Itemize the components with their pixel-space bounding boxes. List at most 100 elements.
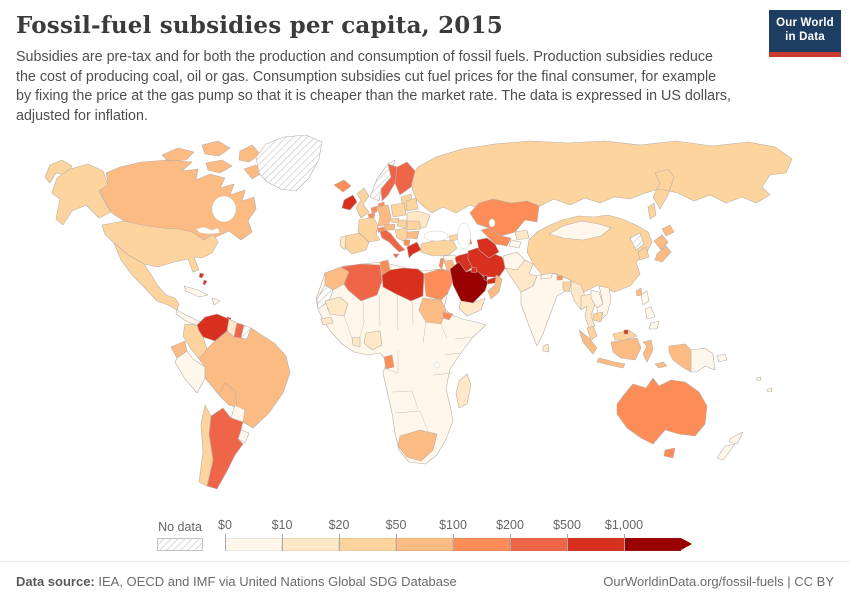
legend-bin[interactable]: $50: [386, 518, 453, 551]
country-iceland[interactable]: [333, 179, 352, 193]
owid-logo[interactable]: Our World in Data: [769, 10, 841, 57]
country-chile[interactable]: [198, 404, 214, 487]
country-egypt[interactable]: [423, 268, 456, 301]
legend-tick: [452, 533, 454, 551]
legend-no-data-label: No data: [158, 519, 202, 534]
legend-tick-label: $50: [385, 517, 407, 532]
country-madagascar[interactable]: [455, 373, 472, 409]
logo-line-2: in Data: [785, 31, 825, 44]
country-bhutan[interactable]: [556, 275, 564, 281]
country-pacific-islands[interactable]: [755, 376, 773, 393]
legend-bin[interactable]: $1,000: [605, 518, 692, 551]
country-uk[interactable]: [355, 187, 370, 219]
sea-black: [423, 230, 449, 242]
country-germany[interactable]: [376, 204, 392, 227]
country-papua-new-guinea[interactable]: [690, 347, 728, 373]
world-map: [0, 133, 850, 513]
chart-header: Fossil-fuel subsidies per capita, 2015 S…: [0, 0, 850, 127]
legend-bin[interactable]: $500: [553, 518, 624, 551]
country-bulgaria[interactable]: [406, 230, 420, 240]
country-oman[interactable]: [487, 274, 503, 300]
country-yemen[interactable]: [458, 297, 486, 317]
country-portugal[interactable]: [339, 235, 347, 251]
country-brunei[interactable]: [623, 329, 629, 335]
country-indonesia[interactable]: [578, 329, 692, 373]
country-algeria[interactable]: [340, 263, 383, 302]
country-albania[interactable]: [403, 239, 411, 247]
country-philippines[interactable]: [640, 290, 660, 330]
country-kuwait[interactable]: [470, 266, 478, 274]
attribution-link[interactable]: OurWorldinData.org/fossil-fuels | CC BY: [603, 573, 834, 589]
country-tajikistan[interactable]: [508, 239, 522, 249]
country-senegal[interactable]: [320, 316, 334, 326]
country-finland[interactable]: [394, 161, 416, 196]
country-ghana[interactable]: [351, 336, 361, 348]
country-poland[interactable]: [390, 202, 407, 218]
country-hispaniola[interactable]: [211, 297, 221, 306]
country-czechia[interactable]: [390, 217, 400, 224]
country-french-guiana[interactable]: [240, 324, 252, 340]
country-belgium[interactable]: [367, 212, 376, 219]
country-japan[interactable]: [653, 224, 675, 263]
country-malaysia[interactable]: [586, 325, 638, 341]
legend-no-data[interactable]: No data: [157, 520, 203, 551]
country-hungary[interactable]: [396, 219, 408, 229]
legend-bin[interactable]: $200: [496, 518, 567, 551]
country-ireland[interactable]: [341, 194, 358, 211]
country-australia[interactable]: [616, 377, 708, 459]
africa-internal-borders: [343, 293, 474, 431]
country-mexico[interactable]: [113, 242, 180, 311]
country-south-korea[interactable]: [637, 246, 650, 261]
country-greece[interactable]: [406, 241, 422, 259]
legend-bin[interactable]: $0: [218, 518, 282, 551]
country-peru[interactable]: [174, 350, 206, 394]
country-turkmenistan[interactable]: [476, 237, 500, 259]
country-mauritania[interactable]: [324, 296, 349, 317]
legend-bin[interactable]: $20: [329, 518, 396, 551]
country-austria[interactable]: [384, 223, 396, 231]
country-india[interactable]: [520, 271, 572, 347]
country-kyrgyzstan[interactable]: [514, 229, 530, 241]
country-sudan[interactable]: [418, 297, 447, 325]
legend-tick-label: $100: [439, 517, 467, 532]
data-source: Data source: IEA, OECD and IMF via Unite…: [16, 574, 457, 589]
country-uae[interactable]: [486, 276, 497, 285]
country-romania[interactable]: [406, 220, 422, 231]
country-south-africa[interactable]: [397, 429, 438, 462]
legend-arrow: [681, 537, 692, 550]
country-new-zealand[interactable]: [716, 431, 744, 461]
country-sri-lanka[interactable]: [542, 343, 550, 353]
legend-tick: [623, 533, 625, 551]
country-belarus[interactable]: [405, 197, 419, 212]
legend-bin[interactable]: $100: [439, 518, 510, 551]
legend-bin[interactable]: $10: [272, 518, 339, 551]
legend-tick: [566, 533, 568, 551]
country-netherlands[interactable]: [370, 205, 378, 214]
country-bahamas[interactable]: [198, 272, 208, 286]
country-bolivia[interactable]: [218, 382, 238, 408]
country-libya[interactable]: [381, 267, 425, 302]
country-cuba[interactable]: [183, 285, 209, 298]
country-cambodia[interactable]: [592, 311, 604, 323]
country-eritrea[interactable]: [442, 311, 454, 321]
country-greenland[interactable]: [255, 134, 323, 192]
legend-tick-label: $10: [271, 517, 293, 532]
data-source-label: Data source:: [16, 573, 95, 589]
country-kazakhstan[interactable]: [469, 198, 540, 237]
country-italy[interactable]: [379, 229, 406, 259]
country-pakistan[interactable]: [504, 259, 538, 293]
data-source-text: IEA, OECD and IMF via United Nations Glo…: [94, 573, 457, 589]
country-turkey[interactable]: [420, 239, 458, 257]
legend-no-data-swatch[interactable]: [157, 537, 203, 551]
country-israel[interactable]: [438, 257, 445, 270]
country-nigeria[interactable]: [363, 330, 383, 351]
country-mongolia[interactable]: [548, 220, 612, 241]
country-qatar[interactable]: [483, 274, 488, 281]
country-bangladesh[interactable]: [562, 281, 572, 293]
country-western-sahara[interactable]: [316, 284, 334, 310]
country-gabon[interactable]: [383, 354, 395, 370]
country-argentina[interactable]: [206, 407, 244, 490]
country-colombia[interactable]: [182, 323, 208, 360]
country-north-korea[interactable]: [629, 232, 645, 251]
